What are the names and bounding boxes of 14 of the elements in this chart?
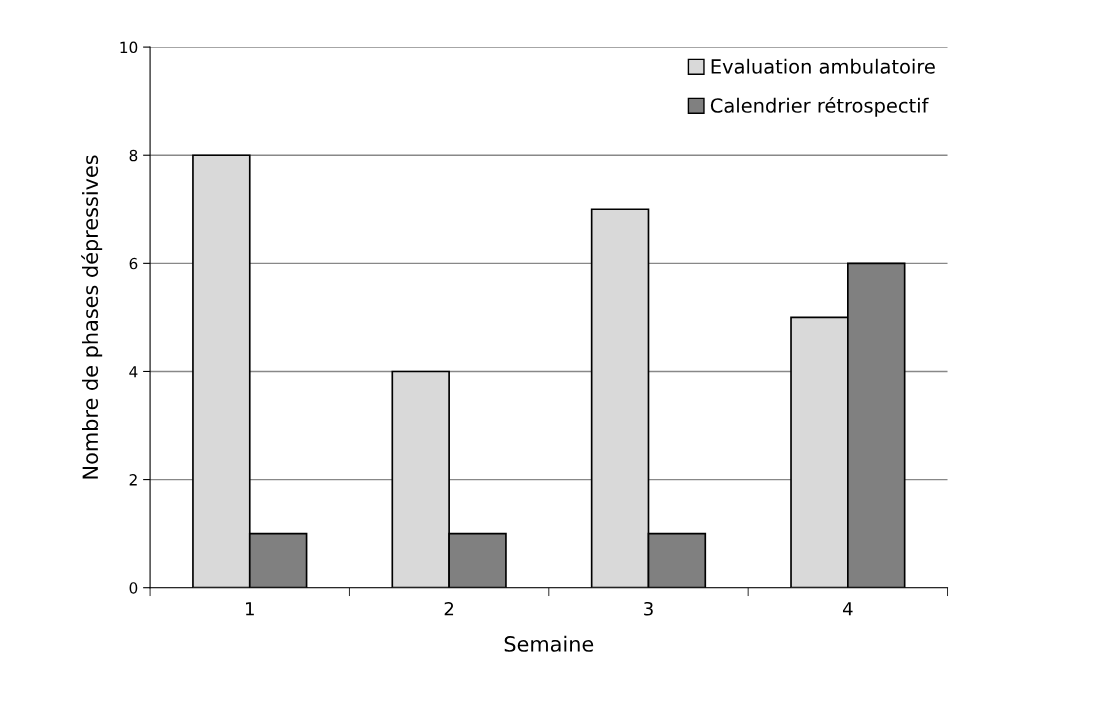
x-tick-label: 2 (444, 601, 454, 616)
y-tick-label: 10 (120, 41, 138, 54)
y-tick-label: 2 (129, 474, 137, 486)
y-tick-label: 6 (129, 257, 138, 270)
legend-label: Evaluation ambulatoire (711, 58, 935, 74)
x-tick-label: 3 (644, 601, 653, 616)
y-tick-label: 0 (129, 582, 138, 594)
x-axis-title: Semaine (504, 635, 594, 652)
y-tick-label: 8 (129, 149, 138, 162)
legend-label: Calendrier rétrospectif (710, 97, 929, 117)
y-tick-label: 4 (129, 366, 138, 378)
y-axis-title: Nombre de phases dépressives (81, 155, 103, 479)
x-tick-label: 4 (842, 602, 853, 616)
x-tick-label: 1 (246, 602, 254, 616)
